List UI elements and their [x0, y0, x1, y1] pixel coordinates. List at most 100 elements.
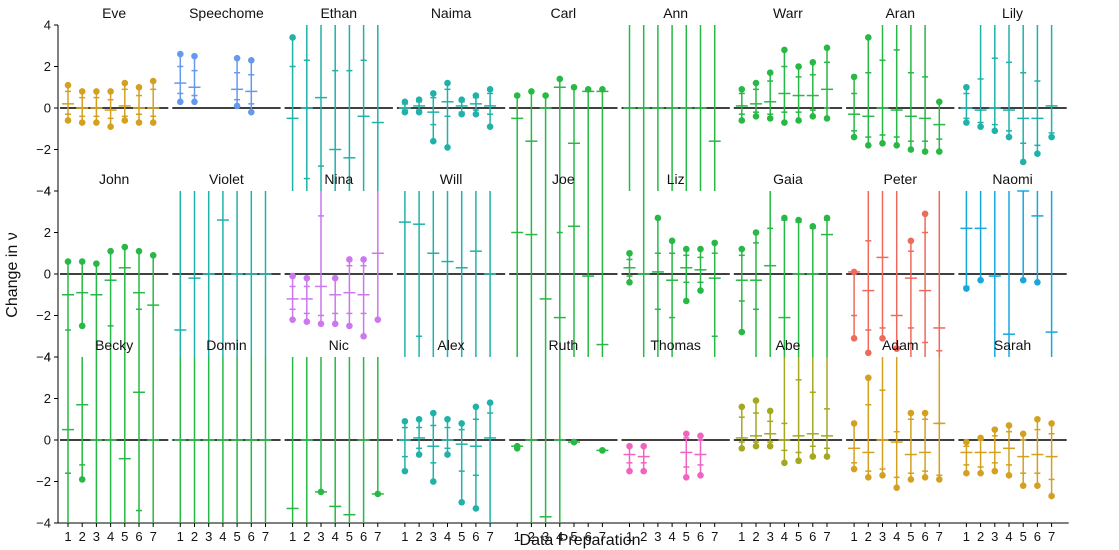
extreme-point — [599, 86, 606, 93]
extreme-point — [795, 457, 802, 465]
x-tick-label: 2 — [528, 529, 535, 544]
extreme-point — [401, 467, 409, 475]
extreme-point — [963, 285, 970, 292]
facet-title: Abe — [775, 337, 800, 353]
x-tick-label: 6 — [248, 529, 255, 544]
extreme-point — [738, 117, 746, 124]
x-tick-label: 1 — [401, 529, 408, 544]
extreme-point — [936, 476, 943, 483]
extreme-point — [1048, 492, 1055, 500]
extreme-point — [795, 117, 802, 124]
y-tick-label: −4 — [36, 516, 51, 531]
extreme-point — [850, 465, 858, 473]
x-tick-label: 1 — [850, 529, 857, 544]
x-tick-label: 2 — [865, 529, 872, 544]
facet-panel: Abe — [733, 337, 843, 467]
extreme-point — [683, 245, 690, 253]
facet-panel: Gaia — [733, 171, 843, 357]
y-tick-label: 0 — [44, 433, 51, 448]
x-tick-label: 5 — [683, 529, 690, 544]
extreme-point — [697, 471, 704, 479]
facet-panel: Speechome — [172, 5, 281, 116]
extreme-point — [809, 59, 817, 66]
extreme-point — [556, 75, 564, 83]
extreme-point — [907, 237, 915, 245]
extreme-point — [1034, 150, 1041, 157]
extreme-point — [472, 92, 480, 99]
extreme-point — [430, 478, 437, 485]
x-tick-label: 7 — [599, 529, 606, 544]
extreme-point — [626, 249, 633, 257]
x-tick-label: 4 — [107, 529, 114, 544]
extreme-point — [570, 438, 578, 446]
x-tick-label: 3 — [93, 529, 100, 544]
extreme-point — [850, 73, 858, 81]
extreme-point — [752, 397, 760, 404]
extreme-point — [458, 498, 466, 506]
extreme-point — [78, 119, 86, 126]
facet-title: Thomas — [650, 337, 701, 353]
extreme-point — [107, 88, 114, 95]
extreme-point — [1034, 279, 1041, 286]
extreme-point — [430, 137, 437, 145]
extreme-point — [360, 256, 367, 263]
x-tick-label: 3 — [991, 529, 998, 544]
facet-panel: John — [60, 171, 169, 357]
facet-panel: Nina — [284, 171, 393, 340]
extreme-point — [78, 258, 86, 265]
extreme-point — [809, 453, 817, 460]
extreme-point — [93, 119, 100, 126]
extreme-point — [921, 148, 929, 155]
extreme-point — [879, 471, 886, 479]
x-tick-label: 4 — [781, 529, 788, 544]
facet-panel: Violet — [172, 171, 281, 357]
extreme-point — [752, 229, 760, 236]
extreme-point — [430, 90, 437, 97]
extreme-point — [472, 505, 480, 512]
facet-title: Becky — [95, 337, 133, 353]
extreme-point — [977, 469, 984, 477]
extreme-point — [766, 115, 774, 122]
extreme-point — [626, 467, 633, 475]
facet-panel: Naomi — [958, 171, 1067, 357]
x-tick-label: 6 — [1034, 529, 1041, 544]
extreme-point — [668, 237, 676, 245]
extreme-point — [766, 442, 774, 450]
extreme-point — [191, 98, 198, 106]
extreme-point — [640, 467, 647, 475]
extreme-point — [149, 77, 157, 85]
extreme-point — [893, 142, 900, 149]
extreme-point — [991, 426, 999, 433]
facet-title: Eve — [102, 5, 126, 21]
extreme-point — [697, 432, 704, 440]
extreme-point — [781, 46, 788, 54]
extreme-point — [360, 332, 367, 340]
extreme-point — [233, 54, 241, 62]
extreme-point — [346, 322, 353, 330]
extreme-point — [738, 445, 746, 452]
facet-panel: Aran — [846, 5, 955, 155]
facet-panel: Domin — [172, 337, 281, 523]
extreme-point — [795, 216, 802, 224]
extreme-point — [879, 139, 886, 147]
extreme-point — [907, 146, 915, 153]
x-tick-label: 5 — [570, 529, 577, 544]
extreme-point — [64, 258, 72, 265]
extreme-point — [781, 459, 788, 467]
extreme-point — [893, 484, 900, 492]
extreme-point — [542, 92, 549, 99]
x-tick-label: 5 — [121, 529, 128, 544]
x-tick-label: 3 — [430, 529, 437, 544]
extreme-point — [781, 119, 788, 126]
extreme-point — [303, 274, 311, 282]
y-tick-label: −4 — [36, 350, 51, 365]
y-tick-label: −2 — [36, 308, 51, 323]
x-tick-label: 7 — [936, 529, 943, 544]
x-tick-label: 7 — [262, 529, 269, 544]
x-tick-label: 2 — [977, 529, 984, 544]
y-axis-title: Change in ν — [4, 232, 21, 317]
facet-panel: Carl — [509, 5, 618, 191]
extreme-point — [963, 119, 970, 126]
x-tick-label: 7 — [374, 529, 381, 544]
